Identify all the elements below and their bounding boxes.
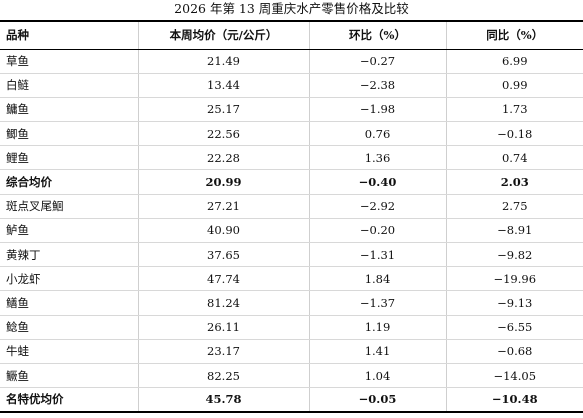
- cell-yoy: −14.05: [446, 363, 583, 389]
- table-row: 小龙虾 47.74 1.84 −19.96: [0, 266, 583, 292]
- table-title: 2026 年第 13 周重庆水产零售价格及比较: [174, 1, 409, 16]
- cell-variety: 鳙鱼: [0, 97, 139, 123]
- cell-yoy: 0.74: [446, 145, 583, 171]
- cell-variety: 白鲢: [0, 73, 139, 98]
- cell-variety: 斑点叉尾鮰: [0, 194, 139, 219]
- table-row: 鳜鱼 82.25 1.04 −14.05: [0, 363, 583, 389]
- cell-mom: −1.31: [309, 242, 447, 268]
- cell-mom: −0.05: [309, 387, 447, 413]
- cell-variety: 名特优均价: [0, 387, 139, 413]
- table-row: 鲈鱼 40.90 −0.20 −8.91: [0, 218, 583, 244]
- cell-variety: 鲶鱼: [0, 315, 139, 340]
- table-row: 草鱼 21.49 −0.27 6.99: [0, 49, 583, 74]
- cell-price: 37.65: [138, 242, 310, 268]
- header-variety: 品种: [0, 20, 139, 50]
- header-yoy: 同比（%）: [446, 20, 583, 50]
- cell-price: 82.25: [138, 363, 310, 389]
- table-row: 鳝鱼 81.24 −1.37 −9.13: [0, 290, 583, 316]
- cell-yoy: −8.91: [446, 218, 583, 244]
- cell-mom: −2.92: [309, 194, 447, 219]
- cell-yoy: −0.68: [446, 339, 583, 364]
- cell-price: 25.17: [138, 97, 310, 123]
- table-row: 鳙鱼 25.17 −1.98 1.73: [0, 97, 583, 123]
- cell-mom: −0.40: [309, 169, 447, 195]
- table-row: 斑点叉尾鮰 27.21 −2.92 2.75: [0, 194, 583, 219]
- header-mom: 环比（%）: [309, 20, 447, 50]
- cell-mom: −0.27: [309, 49, 447, 74]
- cell-price: 45.78: [138, 387, 310, 413]
- cell-price: 27.21: [138, 194, 310, 219]
- cell-variety: 鲤鱼: [0, 145, 139, 171]
- cell-yoy: 6.99: [446, 49, 583, 74]
- cell-price: 20.99: [138, 169, 310, 195]
- cell-mom: 1.41: [309, 339, 447, 364]
- cell-yoy: 2.03: [446, 169, 583, 195]
- table-row: 黄辣丁 37.65 −1.31 −9.82: [0, 242, 583, 268]
- cell-price: 40.90: [138, 218, 310, 244]
- cell-mom: 1.36: [309, 145, 447, 171]
- cell-variety: 综合均价: [0, 169, 139, 195]
- cell-yoy: −9.82: [446, 242, 583, 268]
- cell-variety: 草鱼: [0, 49, 139, 74]
- cell-yoy: −0.18: [446, 121, 583, 147]
- table-row: 牛蛙 23.17 1.41 −0.68: [0, 339, 583, 364]
- cell-yoy: −6.55: [446, 315, 583, 340]
- cell-mom: 0.76: [309, 121, 447, 147]
- table-row: 鲫鱼 22.56 0.76 −0.18: [0, 121, 583, 147]
- price-table: 品种 本周均价（元/公斤） 环比（%） 同比（%） 草鱼 21.49 −0.27 6.…: [0, 20, 583, 413]
- summary-row: 名特优均价 45.78 −0.05 −10.48: [0, 387, 583, 413]
- cell-price: 26.11: [138, 315, 310, 340]
- cell-yoy: 2.75: [446, 194, 583, 219]
- cell-mom: 1.04: [309, 363, 447, 389]
- table-row: 鲶鱼 26.11 1.19 −6.55: [0, 315, 583, 340]
- cell-mom: −1.37: [309, 290, 447, 316]
- cell-variety: 鳜鱼: [0, 363, 139, 389]
- cell-variety: 鲫鱼: [0, 121, 139, 147]
- cell-price: 81.24: [138, 290, 310, 316]
- cell-yoy: −9.13: [446, 290, 583, 316]
- cell-variety: 牛蛙: [0, 339, 139, 364]
- cell-variety: 黄辣丁: [0, 242, 139, 268]
- table-row: 鲤鱼 22.28 1.36 0.74: [0, 145, 583, 171]
- cell-mom: −2.38: [309, 73, 447, 98]
- cell-mom: −1.98: [309, 97, 447, 123]
- cell-price: 21.49: [138, 49, 310, 74]
- cell-yoy: 1.73: [446, 97, 583, 123]
- cell-yoy: −19.96: [446, 266, 583, 292]
- cell-price: 22.28: [138, 145, 310, 171]
- table-row: 白鲢 13.44 −2.38 0.99: [0, 73, 583, 98]
- summary-row: 综合均价 20.99 −0.40 2.03: [0, 169, 583, 195]
- cell-yoy: 0.99: [446, 73, 583, 98]
- cell-price: 22.56: [138, 121, 310, 147]
- cell-variety: 鲈鱼: [0, 218, 139, 244]
- header-price: 本周均价（元/公斤）: [138, 20, 310, 50]
- cell-variety: 小龙虾: [0, 266, 139, 292]
- cell-variety: 鳝鱼: [0, 290, 139, 316]
- cell-yoy: −10.48: [446, 387, 583, 413]
- cell-mom: 1.19: [309, 315, 447, 340]
- cell-price: 23.17: [138, 339, 310, 364]
- cell-mom: 1.84: [309, 266, 447, 292]
- cell-mom: −0.20: [309, 218, 447, 244]
- header-row: 品种 本周均价（元/公斤） 环比（%） 同比（%）: [0, 20, 583, 50]
- cell-price: 47.74: [138, 266, 310, 292]
- cell-price: 13.44: [138, 73, 310, 98]
